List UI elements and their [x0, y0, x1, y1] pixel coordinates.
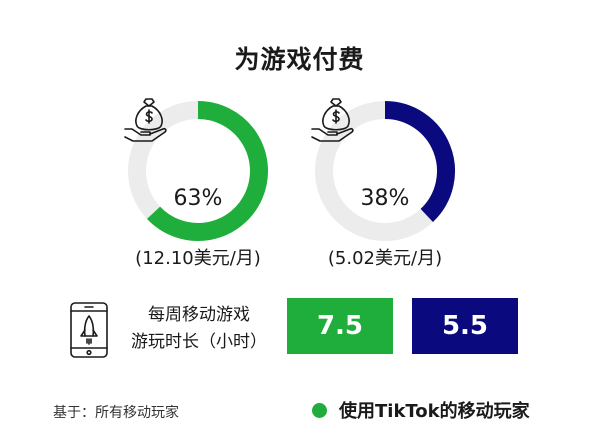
- metric-label-line2: 游玩时长（小时）: [131, 332, 267, 352]
- metric-label: 每周移动游戏 游玩时长（小时）: [124, 302, 274, 356]
- money-bag-hand-icon: [124, 98, 167, 142]
- legend-label: 使用TikTok的移动玩家: [339, 401, 530, 422]
- metric-label-line1: 每周移动游戏: [148, 305, 250, 325]
- money-bag-hand-icon: [311, 98, 354, 142]
- legend-dot: [312, 402, 327, 418]
- footnote: 基于：所有移动玩家: [53, 405, 179, 421]
- metric-value-tiktok: 7.5: [287, 298, 393, 354]
- monthly-spend-all: (5.02美元/月): [327, 248, 443, 269]
- donut-arc-tiktok: [146, 101, 268, 241]
- phone-rocket-icon: [70, 302, 108, 358]
- chart-title: 为游戏付费: [234, 45, 365, 74]
- monthly-spend-tiktok: (12.10美元/月): [135, 248, 261, 269]
- donut-chart-tiktok: 63%: [123, 96, 273, 246]
- legend: 使用TikTok的移动玩家: [312, 397, 530, 423]
- donut-value-all: 38%: [360, 186, 410, 211]
- donut-chart-all: 38%: [310, 96, 460, 246]
- donut-svg-all: [315, 101, 455, 241]
- donut-arc-all: [384, 101, 455, 223]
- donut-svg-tiktok: [128, 101, 268, 241]
- metric-value-all: 5.5: [412, 298, 518, 354]
- donut-value-tiktok: 63%: [173, 186, 223, 211]
